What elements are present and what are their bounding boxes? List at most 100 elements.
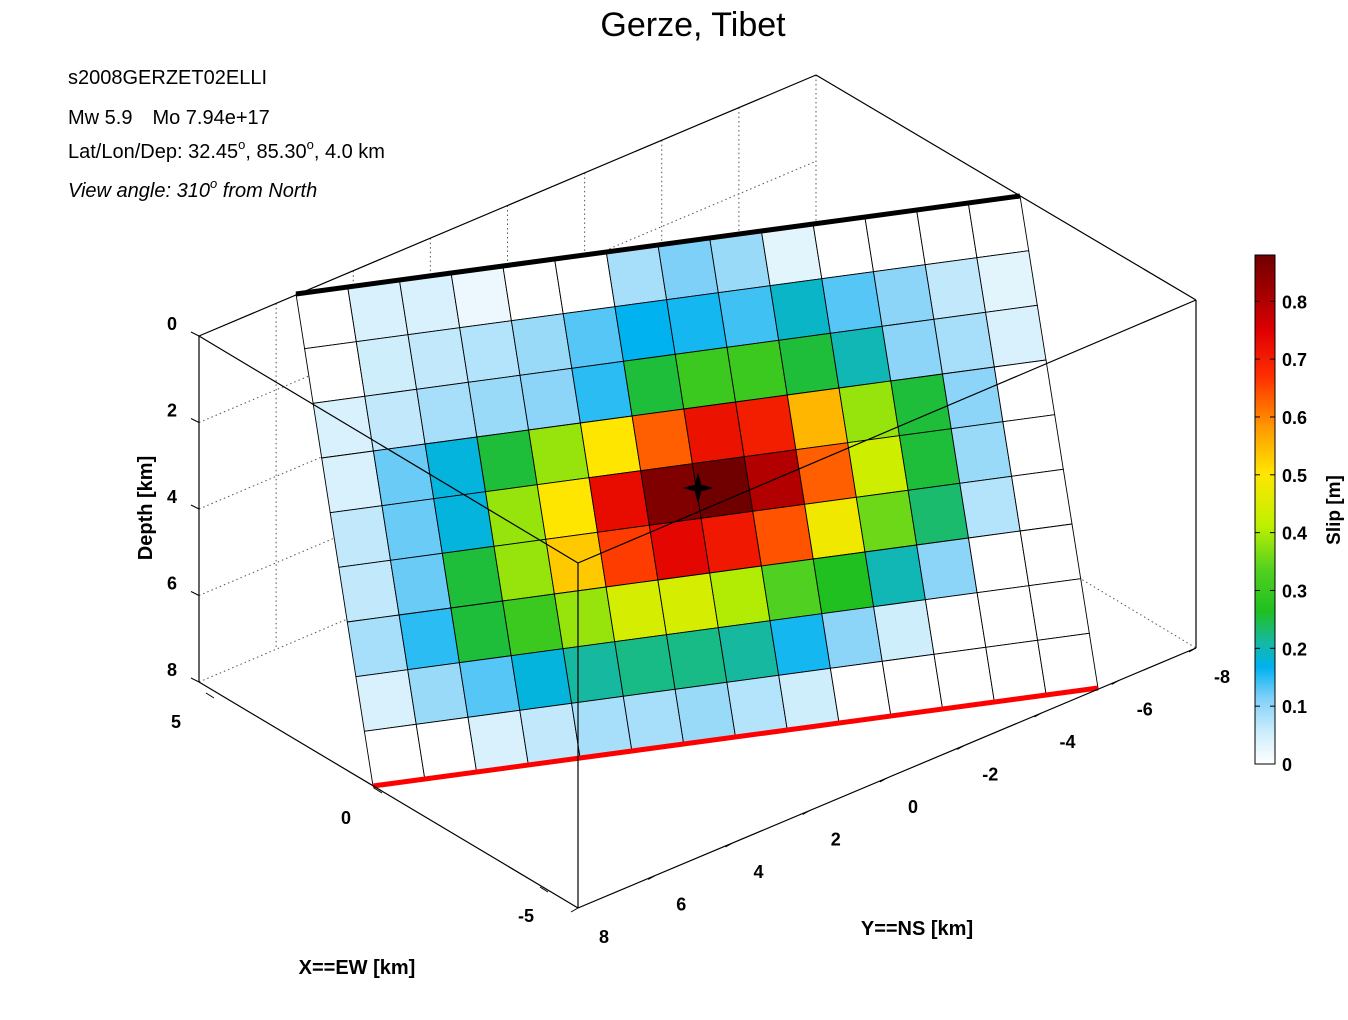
slip-cell [459, 320, 521, 383]
slip-cell [364, 388, 426, 452]
slip-cell [622, 353, 685, 417]
slip-cell [881, 653, 944, 717]
slip-cell [614, 299, 676, 362]
slip-cell [967, 530, 1030, 594]
slip-cell [665, 627, 728, 690]
slip-cell [510, 648, 573, 711]
slip-cell [622, 688, 685, 752]
colorbar-label: Slip [m] [1324, 475, 1345, 545]
slip-cell [493, 538, 555, 602]
slip-cell [993, 359, 1056, 423]
colorbar-tick-label: 0 [1282, 755, 1292, 775]
slip-cell [484, 484, 547, 547]
slip-cell [1028, 578, 1090, 641]
slip-cell [631, 408, 693, 472]
slip-cell [295, 286, 357, 350]
slip-cell [674, 346, 737, 410]
slip-cell [450, 265, 512, 329]
colorbar-tick-label: 0.2 [1282, 639, 1307, 659]
slip-cell [545, 531, 607, 595]
slip-cell [407, 662, 469, 725]
slip-cell [588, 470, 650, 533]
magnitude-line: Mw 5.9 Mo 7.94e+17 [68, 107, 270, 129]
slip-cell [381, 498, 443, 561]
slip-cell [415, 716, 478, 780]
slip-cell [726, 674, 788, 738]
hypocenter-star [683, 473, 713, 503]
depth-axis-label: Depth [km] [135, 456, 157, 560]
slip-cell [329, 505, 392, 568]
ew-tick-label: 5 [171, 712, 181, 732]
slip-grid [295, 195, 1099, 787]
slip-cell [821, 606, 883, 669]
slip-cell [795, 442, 857, 505]
ns-tick-label: 6 [676, 895, 686, 915]
ns-tick-label: -6 [1137, 700, 1153, 720]
slip-cell [312, 395, 374, 459]
slip-cell [605, 244, 668, 308]
slip-cell [778, 332, 840, 396]
ns-tick-label: 8 [599, 927, 609, 947]
slip-cell [916, 537, 978, 601]
slip-cell [778, 667, 840, 731]
slip-cell [916, 202, 978, 266]
slip-cell [372, 443, 435, 507]
slip-cell [959, 475, 1021, 539]
slip-cell [536, 477, 599, 540]
longitude-value: 85.30 [257, 141, 307, 163]
slip-cell [467, 709, 529, 773]
colorbar-tick-label: 0.6 [1282, 408, 1307, 428]
slip-cell [519, 367, 581, 431]
slip-cell [812, 216, 875, 280]
slip-cell [657, 237, 719, 301]
slip-cell [735, 394, 797, 458]
slip-cell [338, 559, 400, 623]
colorbar-tick-label: 0.3 [1282, 581, 1307, 601]
slip-cell [812, 551, 875, 615]
slip-cell [1002, 414, 1064, 477]
slip-cell [950, 421, 1013, 484]
slip-cell [933, 311, 995, 375]
ew-axis-ticks: -5 0 5 [171, 692, 549, 926]
ew-tick-label: 0 [341, 808, 351, 828]
slip-cell [873, 599, 935, 662]
slip-cell [579, 415, 642, 479]
slip-cell [700, 510, 762, 574]
ns-tick-label: -8 [1214, 667, 1230, 687]
depth-tick-label: 2 [167, 401, 177, 421]
slip-cell [562, 641, 624, 704]
slip-cell [769, 278, 831, 341]
slip-cell [717, 620, 780, 683]
slip-cell [347, 279, 409, 343]
slip-cell [433, 491, 495, 554]
slip-cell [726, 339, 788, 403]
ns-axis-label: Y==NS [km] [861, 918, 973, 940]
fault-edges [295, 193, 1099, 789]
slip-cell [614, 634, 676, 697]
slip-cell [709, 565, 771, 629]
slip-cell [467, 374, 530, 438]
slip-cell [458, 655, 521, 718]
depth-value: 4.0 km [325, 141, 385, 163]
slip-cell [398, 607, 460, 671]
ns-tick-label: -4 [1059, 732, 1075, 752]
slip-cell [872, 264, 935, 327]
slip-cell [760, 558, 823, 622]
slip-cell [416, 381, 478, 445]
slip-cell [1011, 468, 1073, 532]
slip-cell [924, 257, 987, 320]
ns-tick-label: -2 [982, 765, 998, 785]
slip-cell [450, 600, 512, 664]
colorbar-tick-label: 0.8 [1282, 292, 1307, 312]
slip-cell [838, 380, 900, 444]
view-angle-line: View angle: 310o from North [68, 176, 317, 202]
mo-value: Mo 7.94e+17 [152, 107, 269, 129]
slip-cell [941, 366, 1004, 430]
colorbar [1254, 254, 1276, 765]
slip-cell [683, 401, 745, 465]
colorbar-tick-label: 0.1 [1282, 697, 1307, 717]
slip-cell [519, 702, 581, 766]
slip-cell [769, 613, 831, 676]
ew-axis-label: X==EW [km] [299, 957, 416, 979]
